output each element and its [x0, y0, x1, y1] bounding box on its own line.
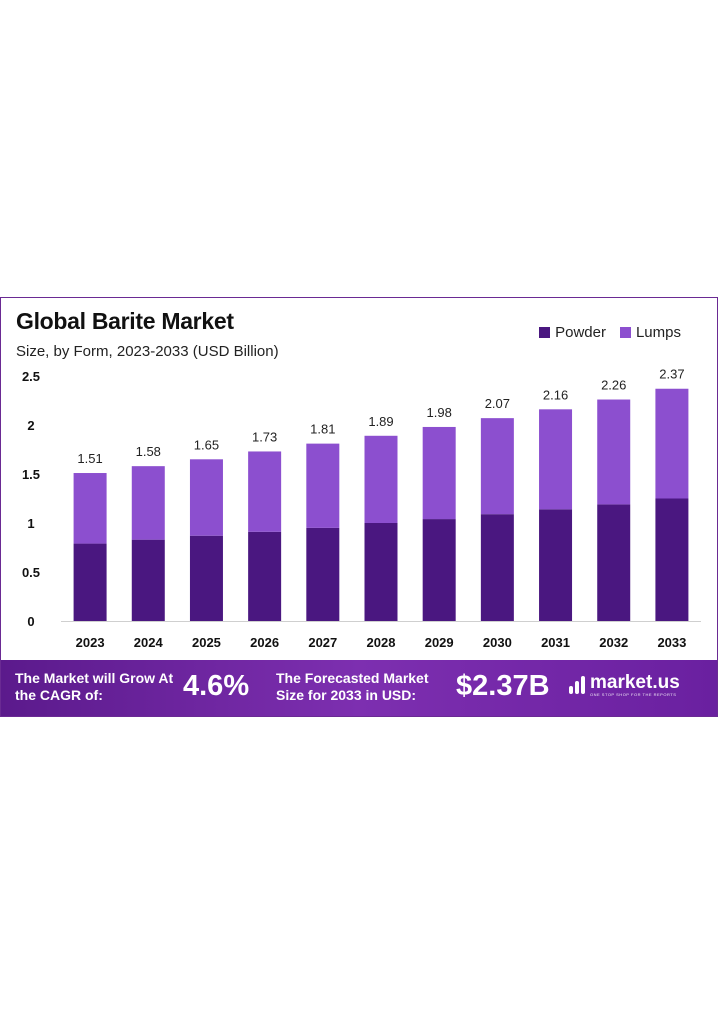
- x-tick-label: 2032: [599, 635, 628, 650]
- data-label-total: 1.58: [136, 444, 161, 459]
- data-label-total: 1.51: [77, 451, 102, 466]
- data-label-total: 1.73: [252, 429, 277, 444]
- data-label-total: 1.81: [310, 422, 335, 437]
- logo-name: market.us: [590, 672, 680, 693]
- y-tick-label: 1.5: [22, 467, 40, 482]
- forecast-label: The Forecasted Market Size for 2033 in U…: [276, 670, 429, 703]
- x-tick-label: 2033: [657, 635, 686, 650]
- bar-powder-2023: [73, 543, 107, 621]
- x-tick-label: 2027: [308, 635, 337, 650]
- legend-item-lumps: Lumps: [619, 324, 681, 341]
- x-tick-label: 2024: [134, 635, 164, 650]
- legend: Powder Lumps: [539, 324, 681, 341]
- legend-label-lumps: Lumps: [635, 324, 681, 341]
- bar-lumps-2031: [539, 409, 573, 510]
- bar-lumps-2029: [422, 426, 456, 520]
- bar-powder-2033: [655, 498, 689, 621]
- cagr-value: 4.6%: [183, 670, 250, 702]
- x-tick-label: 2030: [483, 635, 512, 650]
- bar-powder-2024: [131, 539, 165, 621]
- cagr-label: The Market will Grow At the CAGR of:: [15, 670, 174, 703]
- data-label-total: 2.07: [485, 396, 510, 411]
- bar-powder-2030: [480, 514, 514, 621]
- bar-lumps-2032: [597, 399, 631, 505]
- data-label-total: 2.16: [543, 387, 568, 402]
- bar-chart: 0 0.5 1 1.5 2 2.5 1.51 2023 1.58 2024 1.65 2025 1.73…: [22, 367, 701, 650]
- legend-item-powder: Powder: [539, 324, 606, 341]
- bar-lumps-2026: [248, 451, 282, 532]
- bar-lumps-2024: [131, 466, 165, 540]
- bar-lumps-2030: [480, 418, 514, 515]
- y-tick-label: 2: [27, 418, 34, 433]
- bar-lumps-2033: [655, 388, 689, 499]
- data-label-total: 1.98: [427, 405, 452, 420]
- summary-banner: The Market will Grow At the CAGR of: 4.6…: [1, 660, 717, 716]
- bar-powder-2025: [189, 535, 223, 621]
- legend-label-powder: Powder: [555, 324, 606, 341]
- bar-powder-2032: [597, 504, 631, 621]
- bar-powder-2028: [364, 523, 398, 621]
- y-tick-label: 0.5: [22, 565, 40, 580]
- bar-lumps-2023: [73, 473, 107, 544]
- x-tick-label: 2026: [250, 635, 279, 650]
- x-tick-label: 2025: [192, 635, 221, 650]
- bar-lumps-2027: [306, 443, 340, 528]
- bar-lumps-2025: [189, 459, 223, 536]
- x-tick-label: 2028: [367, 635, 396, 650]
- y-tick-label: 1: [27, 516, 34, 531]
- x-tick-label: 2031: [541, 635, 570, 650]
- bar-powder-2029: [422, 519, 456, 621]
- chart-card: Global Barite Market Size, by Form, 2023…: [0, 297, 718, 717]
- legend-swatch-lumps: [619, 327, 631, 338]
- data-label-total: 2.26: [601, 378, 626, 393]
- bar-lumps-2028: [364, 435, 398, 523]
- y-tick-label: 2.5: [22, 369, 40, 384]
- market-us-logo: market.us ONE STOP SHOP FOR THE REPORTS: [569, 673, 680, 697]
- bar-powder-2027: [306, 527, 340, 621]
- x-tick-label: 2023: [76, 635, 105, 650]
- x-tick-label: 2029: [425, 635, 454, 650]
- data-label-total: 1.89: [368, 414, 393, 429]
- data-label-total: 1.65: [194, 437, 219, 452]
- bar-powder-2031: [539, 509, 573, 621]
- y-tick-label: 0: [27, 614, 34, 629]
- chart-title: Global Barite Market: [16, 308, 234, 334]
- legend-swatch-powder: [539, 327, 551, 338]
- chart-subtitle: Size, by Form, 2023-2033 (USD Billion): [16, 343, 279, 360]
- bar-powder-2026: [248, 531, 282, 621]
- data-label-total: 2.37: [659, 367, 684, 382]
- forecast-value: $2.37B: [456, 670, 550, 702]
- logo-tagline: ONE STOP SHOP FOR THE REPORTS: [590, 692, 677, 697]
- logo-bars-icon: [569, 676, 585, 694]
